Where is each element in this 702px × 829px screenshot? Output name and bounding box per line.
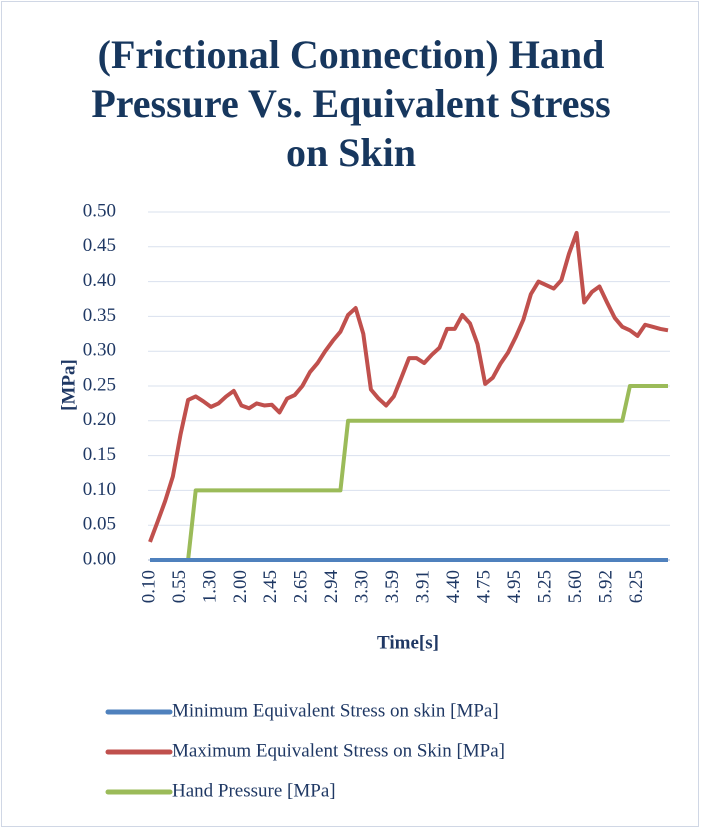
x-tick-label: 0.10 xyxy=(138,570,159,603)
legend-label: Minimum Equivalent Stress on skin [MPa] xyxy=(172,700,499,721)
x-tick-label: 3.30 xyxy=(352,570,373,603)
y-tick-label: 0.15 xyxy=(83,444,116,465)
x-tick-label: 5.25 xyxy=(534,570,555,603)
x-tick-label: 4.40 xyxy=(443,570,464,603)
x-tick-label: 3.91 xyxy=(413,570,434,603)
y-tick-label: 0.45 xyxy=(83,235,116,256)
x-tick-label: 5.92 xyxy=(595,570,616,603)
x-tick-label: 5.60 xyxy=(565,570,586,603)
x-tick-label: 4.75 xyxy=(474,570,495,603)
y-tick-label: 0.40 xyxy=(83,270,116,291)
x-tick-label: 2.45 xyxy=(260,570,281,603)
x-tick-label: 2.65 xyxy=(291,570,312,603)
x-tick-label: 2.94 xyxy=(321,570,342,604)
legend-label: Maximum Equivalent Stress on Skin [MPa] xyxy=(172,740,505,761)
y-tick-label: 0.10 xyxy=(83,479,116,500)
y-tick-label: 0.50 xyxy=(83,200,116,221)
chart-title: (Frictional Connection) Hand Pressure Vs… xyxy=(91,32,611,175)
series-line xyxy=(150,384,668,562)
x-axis-label: Time[s] xyxy=(377,632,439,653)
x-tick-label: 2.00 xyxy=(230,570,251,603)
x-tick-label: 3.59 xyxy=(382,570,403,603)
x-tick-label: 0.55 xyxy=(169,570,190,603)
legend-label: Hand Pressure [MPa] xyxy=(172,780,336,801)
x-tick-label: 1.30 xyxy=(199,570,220,603)
series-line xyxy=(148,230,669,543)
x-tick-label: 6.25 xyxy=(626,570,647,603)
y-tick-label: 0.05 xyxy=(83,514,116,535)
y-axis-label: [MPa] xyxy=(58,359,79,411)
y-tick-label: 0.20 xyxy=(83,409,116,430)
y-tick-label: 0.25 xyxy=(83,374,116,395)
y-tick-label: 0.30 xyxy=(83,340,116,361)
y-tick-label: 0.00 xyxy=(83,548,116,569)
y-tick-label: 0.35 xyxy=(83,305,116,326)
x-tick-label: 4.95 xyxy=(504,570,525,603)
